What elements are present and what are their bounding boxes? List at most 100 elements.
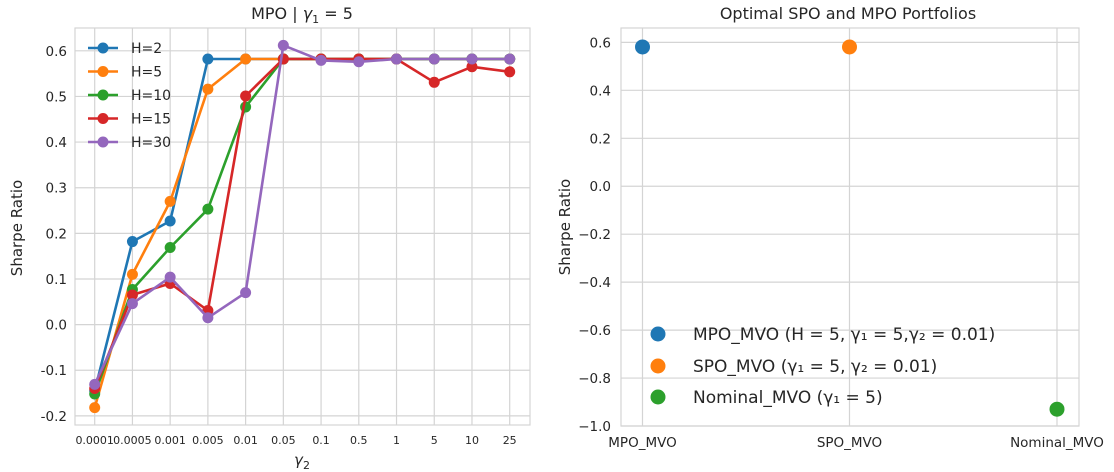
right-scatter-points bbox=[635, 39, 1065, 417]
legend-label: H=10 bbox=[131, 88, 171, 104]
right-y-tick-label: −1.0 bbox=[578, 419, 611, 435]
left-y-tick-label: 0.5 bbox=[46, 89, 67, 105]
legend-entry: H=15 bbox=[88, 112, 171, 128]
right-legend: MPO_MVO (H = 5, γ₁ = 5,γ₂ = 0.01) SPO_MVO… bbox=[650, 325, 995, 408]
left-x-tick-label: 0.0005 bbox=[113, 434, 152, 447]
left-chart-title: MPO | γ1 = 5 bbox=[251, 4, 353, 26]
legend-entry: H=10 bbox=[88, 88, 171, 104]
left-x-axis-label: γ2 bbox=[294, 451, 310, 472]
right-x-tick-label: SPO_MVO bbox=[817, 435, 882, 451]
data-point bbox=[353, 56, 365, 68]
left-y-tick-label: -0.1 bbox=[41, 363, 67, 379]
left-legend: H=2 H=5 H=10 H=15 H=30 bbox=[88, 41, 171, 151]
legend-marker bbox=[97, 42, 109, 54]
left-y-tick-label: 0.1 bbox=[46, 272, 67, 288]
data-point bbox=[277, 39, 289, 51]
left-y-tick-label: -0.2 bbox=[41, 409, 67, 425]
right-y-axis-label: Sharpe Ratio bbox=[556, 179, 574, 275]
legend-marker bbox=[97, 136, 109, 148]
legend-marker bbox=[650, 358, 666, 374]
legend-label: MPO_MVO (H = 5, γ₁ = 5,γ₂ = 0.01) bbox=[693, 325, 995, 345]
left-x-tick-label: 0.01 bbox=[233, 434, 258, 447]
legend-marker bbox=[97, 113, 109, 124]
right-y-tick-label: 0.2 bbox=[590, 131, 611, 147]
left-series-lines bbox=[89, 39, 516, 414]
left-x-tick-label: 1 bbox=[393, 434, 400, 447]
data-point bbox=[240, 53, 252, 65]
data-point bbox=[202, 83, 214, 95]
left-x-tick-label: 0.5 bbox=[350, 434, 368, 447]
data-point bbox=[391, 53, 403, 65]
left-x-tick-labels: 0.0001 0.0005 0.001 0.005 0.01 0.05 0.1 0.5 1 5 10… bbox=[75, 434, 516, 447]
point-mpo-mvo bbox=[635, 39, 650, 55]
data-point bbox=[126, 298, 138, 310]
legend-label: SPO_MVO (γ₁ = 5, γ₂ = 0.01) bbox=[693, 357, 937, 377]
data-point bbox=[164, 241, 176, 253]
left-y-tick-labels: -0.2 -0.1 0.0 0.1 0.2 0.3 0.4 0.5 0.6 bbox=[41, 44, 67, 425]
data-point bbox=[126, 236, 138, 248]
right-frame bbox=[620, 27, 1080, 427]
right-y-tick-labels: 0.6 0.4 0.2 0.0 −0.2 −0.4 −0.6 −0.8 −1.0 bbox=[578, 35, 611, 435]
left-x-tick-label: 0.1 bbox=[312, 434, 330, 447]
data-point bbox=[240, 90, 252, 102]
right-x-tick-labels: MPO_MVO SPO_MVO Nominal_MVO bbox=[608, 435, 1104, 451]
data-point bbox=[202, 203, 214, 215]
data-point bbox=[126, 268, 138, 280]
right-chart-optimal-portfolios: 0.6 0.4 0.2 0.0 −0.2 −0.4 −0.6 −0.8 −1.0 MPO_MVO… bbox=[556, 4, 1104, 451]
point-spo-mvo bbox=[842, 39, 857, 55]
left-y-tick-label: 0.3 bbox=[46, 181, 67, 197]
data-point bbox=[428, 53, 440, 65]
left-x-tick-label: 5 bbox=[431, 434, 438, 447]
series-line bbox=[93, 57, 510, 389]
data-point bbox=[504, 66, 516, 78]
data-point bbox=[202, 53, 214, 65]
legend-label: H=5 bbox=[131, 65, 162, 81]
left-grid bbox=[75, 28, 530, 425]
legend-marker bbox=[650, 389, 666, 405]
left-x-tick-label: 10 bbox=[465, 434, 479, 447]
legend-entry: SPO_MVO (γ₁ = 5, γ₂ = 0.01) bbox=[650, 357, 937, 377]
left-plot-area bbox=[75, 28, 530, 425]
data-point bbox=[164, 271, 176, 283]
legend-label: H=30 bbox=[131, 135, 171, 151]
right-y-tick-label: −0.8 bbox=[578, 371, 611, 387]
right-y-tick-label: 0.4 bbox=[590, 83, 611, 99]
left-frame bbox=[74, 27, 531, 426]
right-y-tick-label: −0.6 bbox=[578, 323, 611, 339]
left-series-h-30 bbox=[89, 39, 516, 390]
right-y-tick-label: 0.0 bbox=[590, 179, 611, 195]
legend-marker bbox=[97, 66, 109, 77]
data-point bbox=[466, 53, 478, 65]
data-point bbox=[164, 215, 176, 227]
legend-label: H=15 bbox=[131, 112, 171, 128]
data-point bbox=[428, 76, 440, 88]
data-point bbox=[89, 378, 101, 390]
series-line bbox=[93, 43, 510, 385]
left-x-tick-label: 0.001 bbox=[154, 434, 186, 447]
left-y-tick-label: 0.0 bbox=[46, 318, 67, 334]
data-point bbox=[126, 289, 138, 301]
left-x-tick-label: 0.0001 bbox=[75, 434, 114, 447]
right-y-tick-label: −0.2 bbox=[578, 227, 611, 243]
right-x-tick-label: MPO_MVO bbox=[608, 435, 676, 451]
left-y-tick-label: 0.6 bbox=[46, 44, 67, 60]
left-y-axis-label: Sharpe Ratio bbox=[8, 180, 26, 276]
left-x-tick-label: 0.05 bbox=[271, 434, 296, 447]
point-nominal-mvo bbox=[1049, 401, 1065, 417]
right-x-tick-label: Nominal_MVO bbox=[1010, 435, 1104, 451]
legend-entry: Nominal_MVO (γ₁ = 5) bbox=[650, 388, 883, 408]
right-y-tick-label: 0.6 bbox=[590, 35, 611, 51]
data-point bbox=[504, 53, 516, 65]
data-point bbox=[164, 195, 176, 207]
legend-label: Nominal_MVO (γ₁ = 5) bbox=[693, 388, 883, 408]
legend-entry: H=2 bbox=[88, 41, 162, 57]
data-point bbox=[240, 287, 252, 299]
data-point bbox=[315, 54, 327, 66]
data-point bbox=[89, 402, 101, 414]
legend-marker bbox=[650, 326, 666, 342]
legend-entry: H=5 bbox=[88, 65, 162, 81]
legend-marker bbox=[97, 89, 109, 101]
left-y-tick-label: 0.2 bbox=[46, 226, 67, 242]
left-chart-mpo-sweep: -0.2-0.10.00.10.20.30.40.50.6 0.0001 0.00… bbox=[8, 4, 531, 472]
